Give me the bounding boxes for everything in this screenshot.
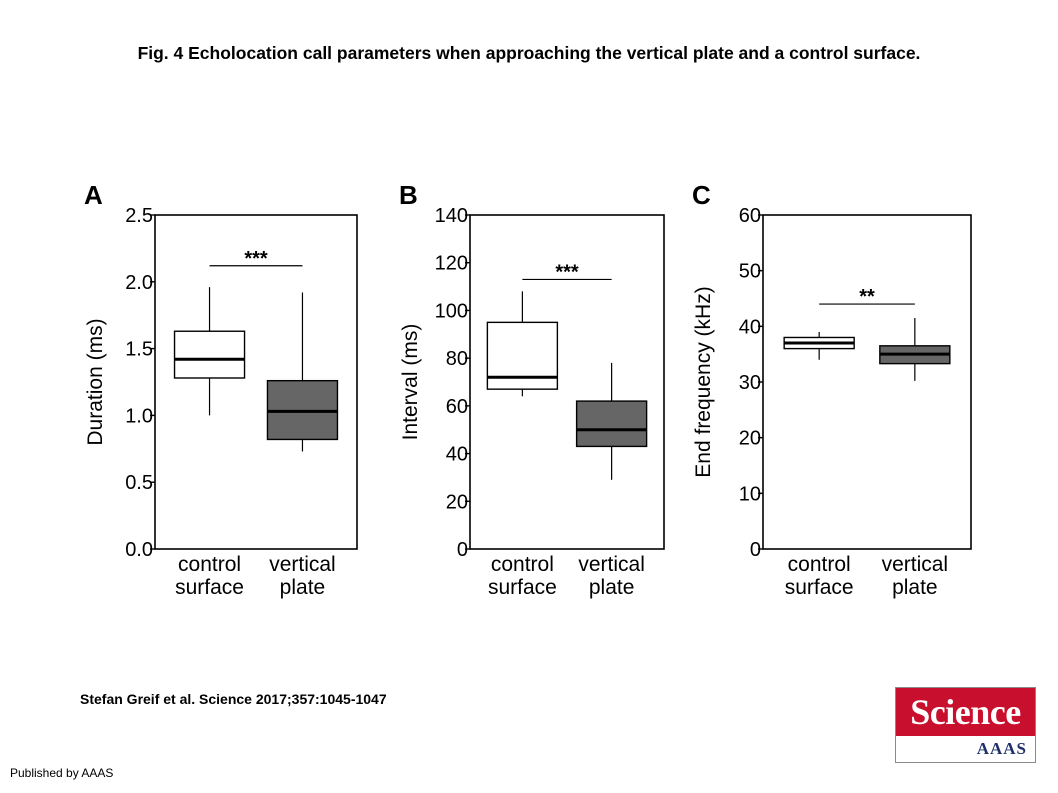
panel-a-letter: A (84, 180, 103, 210)
panel-a-plot-frame (154, 214, 358, 550)
panel-b-ytick-label: 120 (435, 253, 468, 275)
panel-a-ytick-label: 0.0 (125, 539, 153, 561)
panel-c-plate-xlabel: plate (892, 576, 938, 599)
figure-title: Fig. 4 Echolocation call parameters when… (137, 43, 921, 63)
panel-c-significance-label: ** (859, 286, 875, 308)
panel-b-ytick-label: 40 (446, 444, 468, 466)
panel-b-ylabel: Interval (ms) (399, 324, 422, 441)
panel-b-plot-frame (469, 214, 665, 550)
panel-b-ytick-label: 0 (457, 539, 468, 561)
citation: Stefan Greif et al. Science 2017;357:104… (80, 691, 387, 707)
panel-c-control-xlabel: surface (785, 576, 854, 599)
panel-a-ytick-label: 1.5 (125, 339, 153, 361)
panel-a-control-box (173, 330, 246, 379)
panel-c-letter: C (692, 180, 711, 210)
panel-c-ylabel: End frequency (kHz) (692, 286, 715, 477)
panel-a-ylabel: Duration (ms) (84, 318, 107, 445)
panel-b-ytick-label: 20 (446, 491, 468, 513)
panel-c-plot-frame (762, 214, 972, 550)
panel-c-ytick-label: 10 (739, 483, 761, 505)
panel-a-ytick-label: 0.5 (125, 472, 153, 494)
panel-b-letter: B (399, 180, 418, 210)
science-logo: Science AAAS (895, 687, 1036, 763)
panel-b-control-xlabel: control (491, 553, 554, 576)
panel-b-plate-xlabel: plate (589, 576, 635, 599)
panel-a-plate-xlabel: vertical (269, 553, 336, 576)
panel-c-control-xlabel: control (788, 553, 851, 576)
panel-a-ytick-label: 2.0 (125, 272, 153, 294)
panel-a-plate-xlabel: plate (280, 576, 326, 599)
panel-c-ytick-label: 40 (739, 316, 761, 338)
panel-a-ytick-label: 2.5 (125, 205, 153, 227)
panel-b-plate-box (575, 400, 648, 448)
panel-b-ytick-label: 140 (435, 205, 468, 227)
aaas-logo-wordmark: AAAS (976, 739, 1027, 758)
panel-b-ytick-label: 60 (446, 396, 468, 418)
panel-a-significance-label: *** (244, 248, 268, 270)
panel-c-ytick-label: 30 (739, 372, 761, 394)
panel-c-plate-xlabel: vertical (882, 553, 949, 576)
panel-a-control-xlabel: surface (175, 576, 244, 599)
panel-c-ytick-label: 60 (739, 205, 761, 227)
panel-b-plate-xlabel: vertical (578, 553, 645, 576)
panel-b-ytick-label: 80 (446, 348, 468, 370)
panel-c-ytick-label: 20 (739, 428, 761, 450)
panel-b-ytick-label: 100 (435, 300, 468, 322)
publisher-credit: Published by AAAS (10, 766, 114, 780)
panel-b-control-xlabel: surface (488, 576, 557, 599)
panel-c-ytick-label: 50 (739, 261, 761, 283)
panel-b-control-box (486, 321, 559, 390)
panel-a-ytick-label: 1.0 (125, 405, 153, 427)
science-logo-wordmark: Science (896, 688, 1035, 736)
panel-a-control-xlabel: control (178, 553, 241, 576)
panel-c-ytick-label: 0 (750, 539, 761, 561)
panel-b-significance-label: *** (555, 261, 579, 283)
